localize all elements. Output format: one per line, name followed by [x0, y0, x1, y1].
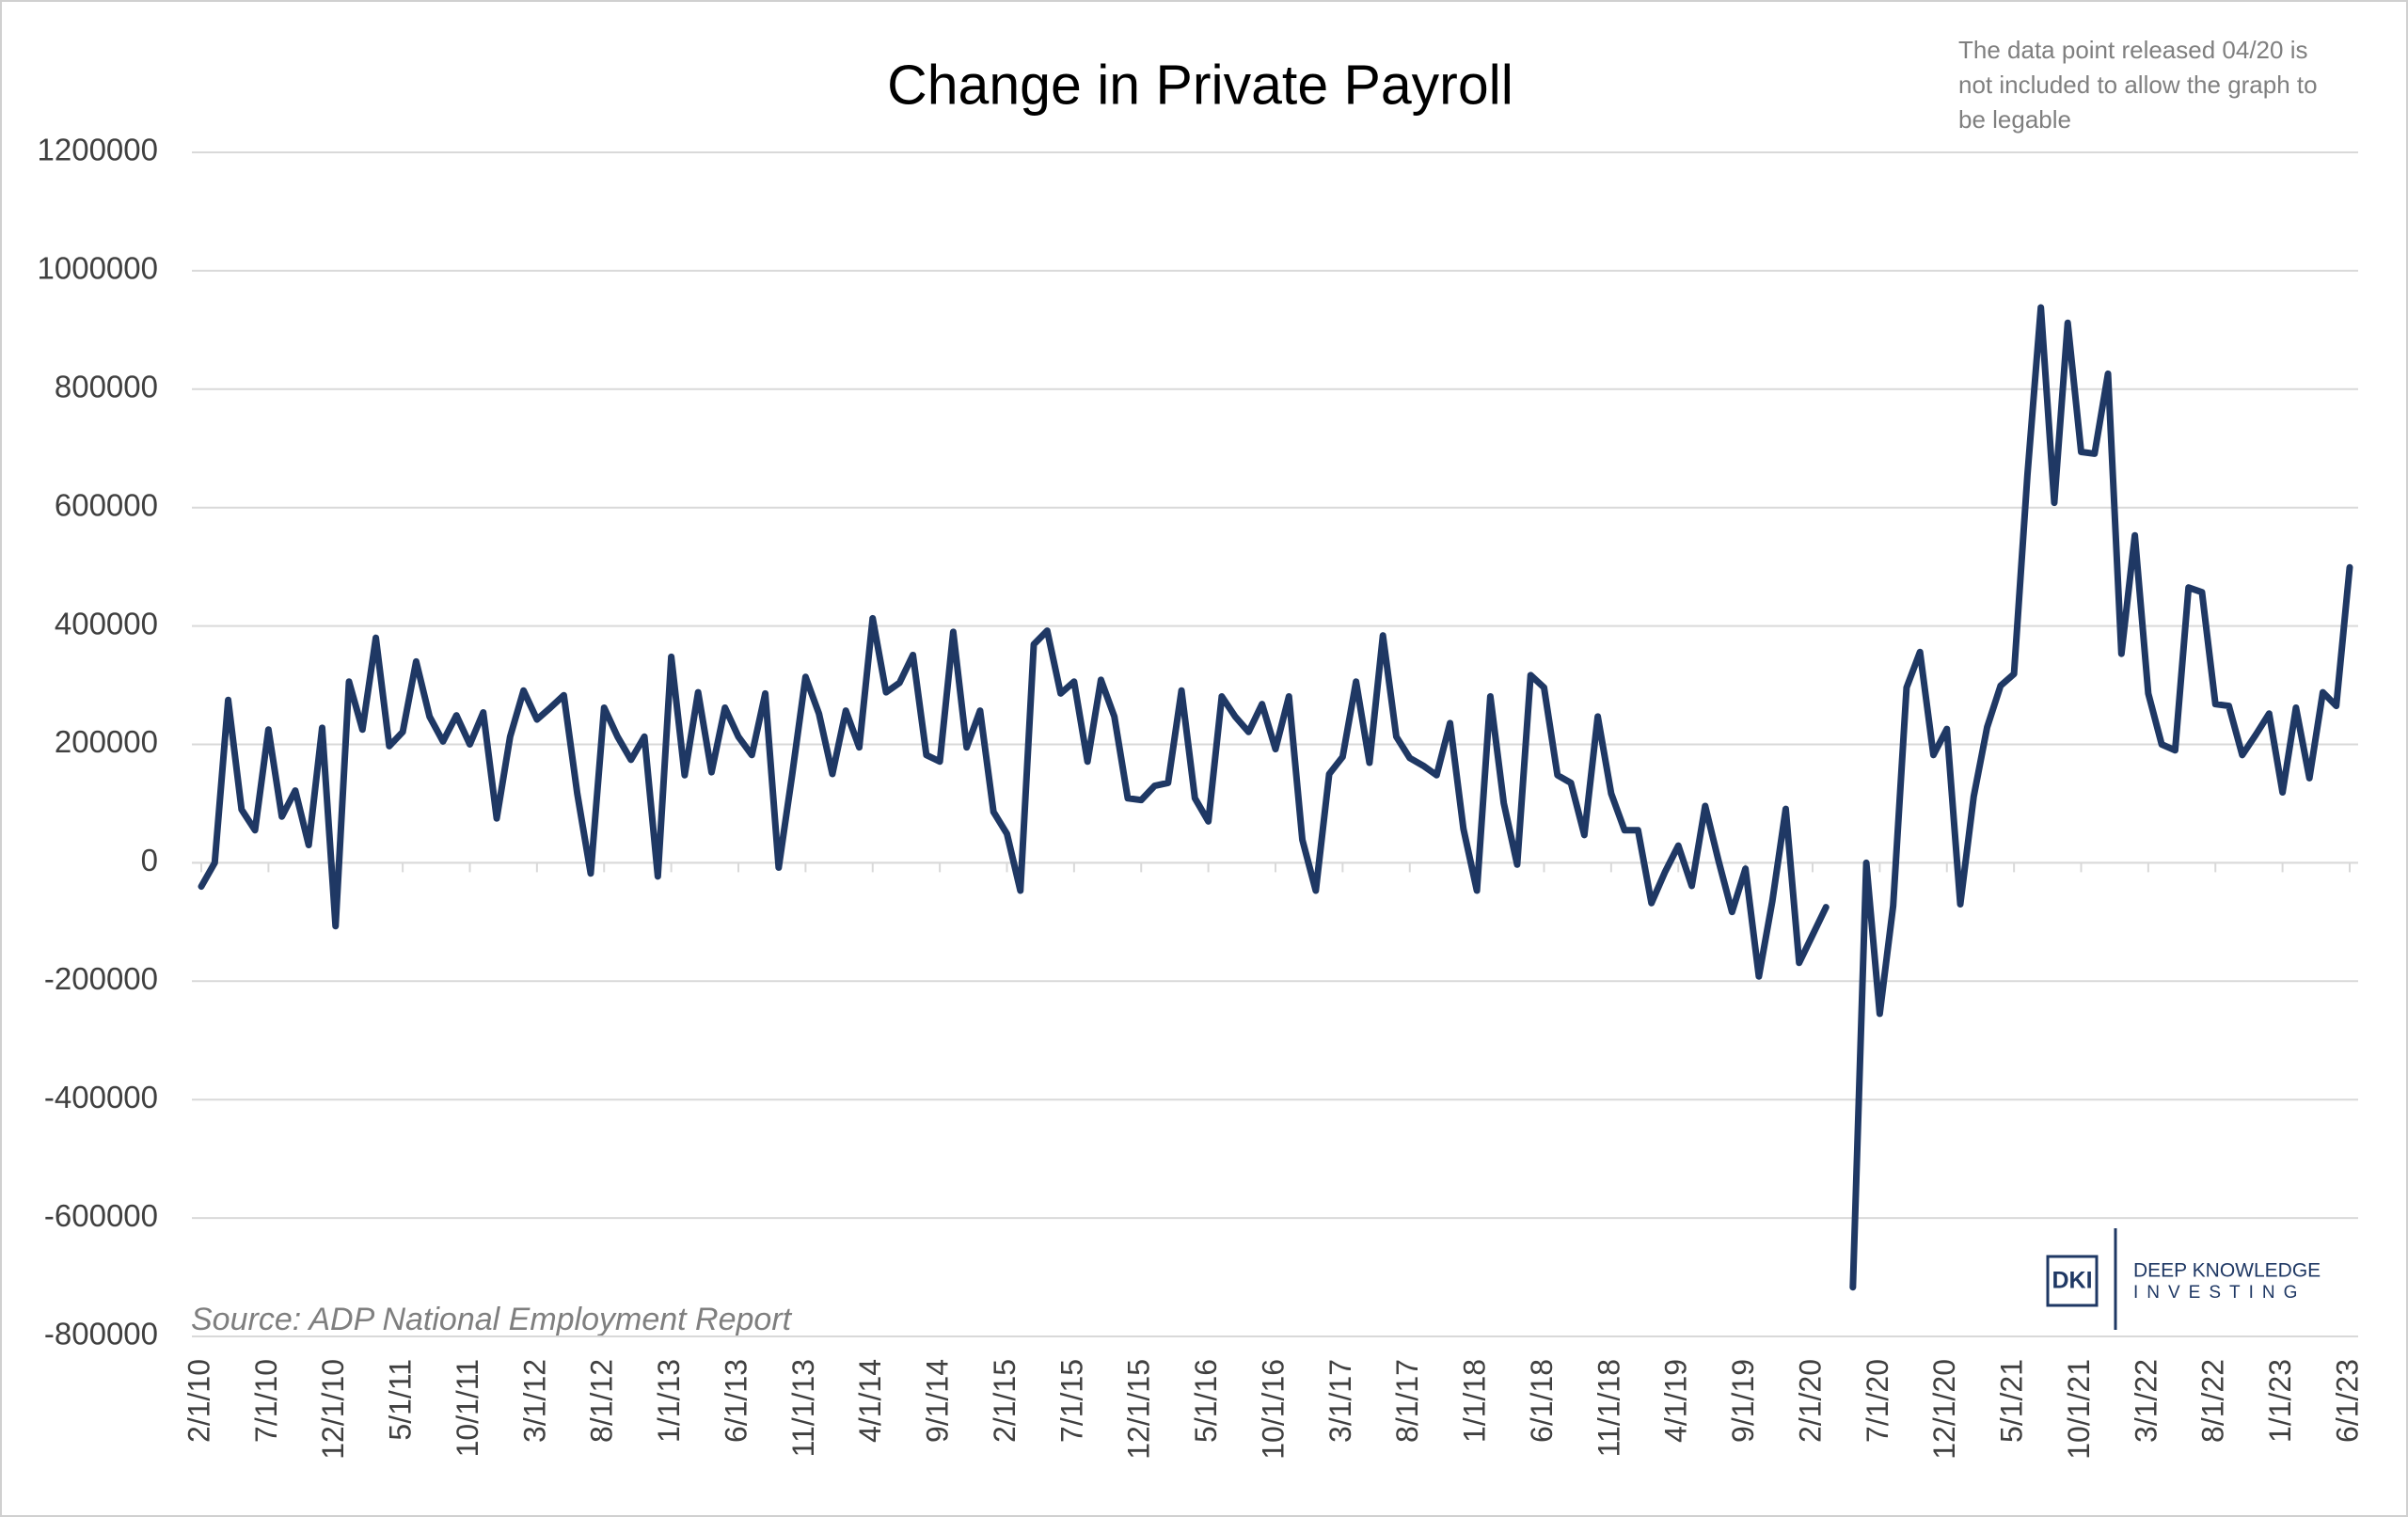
x-tick-label: 6/1/18: [1525, 1359, 1559, 1443]
x-tick-label: 12/1/10: [316, 1359, 350, 1460]
x-tick-label: 5/1/16: [1189, 1359, 1223, 1443]
x-tick-label: 1/1/13: [652, 1359, 686, 1443]
x-tick-label: 9/1/19: [1726, 1359, 1760, 1443]
annotation-line: be legable: [1958, 105, 2071, 134]
y-tick-label: 0: [141, 843, 158, 877]
x-tick-label: 8/1/12: [585, 1359, 619, 1443]
x-tick-label: 7/1/15: [1054, 1359, 1088, 1443]
logo-box: [2046, 1255, 2099, 1307]
x-tick-label: 5/1/21: [1995, 1359, 2029, 1443]
y-tick-label: 1000000: [38, 251, 158, 286]
x-tick-label: 10/1/11: [451, 1359, 484, 1457]
y-tick-label: 800000: [55, 370, 158, 404]
y-tick-label: 400000: [55, 606, 158, 640]
x-tick-label: 11/1/18: [1592, 1359, 1625, 1457]
x-tick-label: 5/1/11: [384, 1359, 418, 1441]
y-tick-label: 1200000: [38, 133, 158, 167]
x-tick-label: 2/1/10: [182, 1359, 215, 1443]
logo-tagline: INVESTING: [2133, 1283, 2305, 1303]
x-tick-label: 6/1/23: [2330, 1359, 2364, 1443]
annotation-line: The data point released 04/20 is: [1958, 36, 2307, 64]
x-tick-label: 3/1/22: [2129, 1359, 2162, 1443]
x-tick-label: 12/1/20: [1927, 1359, 1961, 1460]
annotation-line: not included to allow the graph to: [1958, 71, 2318, 99]
annotation: The data point released 04/20 is not inc…: [1958, 36, 2318, 134]
logo-name: DEEP KNOWLEDGE: [2133, 1260, 2321, 1282]
x-tick-label: 6/1/13: [719, 1359, 752, 1443]
x-tick-label: 10/1/21: [2062, 1359, 2096, 1460]
x-tick-label: 7/1/10: [249, 1359, 283, 1443]
x-tick-label: 8/1/17: [1390, 1359, 1424, 1443]
x-tick-label: 3/1/17: [1323, 1359, 1357, 1443]
x-tick-label: 2/1/15: [988, 1359, 1022, 1443]
data-line: [198, 304, 2353, 1291]
x-tick-label: 4/1/14: [853, 1359, 887, 1443]
x-tick-label: 3/1/12: [517, 1359, 551, 1443]
y-tick-label: -800000: [44, 1317, 158, 1351]
x-tick-label: 7/1/20: [1861, 1359, 1894, 1443]
y-tick-label: 200000: [55, 724, 158, 759]
x-tick-label: 8/1/22: [2196, 1359, 2230, 1443]
x-tick-label: 10/1/16: [1256, 1359, 1290, 1460]
x-tick-label: 2/1/20: [1793, 1359, 1827, 1443]
logo: DKI DEEP KNOWLEDGE INVESTING: [2046, 1228, 2321, 1330]
x-tick-label: 9/1/14: [921, 1359, 955, 1443]
y-tick-label: 600000: [55, 487, 158, 522]
y-tick-label: -200000: [44, 961, 158, 996]
x-tick-label: 4/1/19: [1659, 1359, 1693, 1443]
x-tick-label: 1/1/23: [2263, 1359, 2297, 1443]
y-tick-label: -400000: [44, 1080, 158, 1114]
source-note: Source: ADP National Employment Report: [191, 1302, 793, 1337]
x-tick-label: 1/1/18: [1458, 1359, 1492, 1443]
x-tick-label: 11/1/13: [786, 1359, 820, 1457]
logo-mark: DKI: [2052, 1268, 2092, 1294]
x-tick-label: 12/1/15: [1122, 1359, 1156, 1460]
chart-title: Change in Private Payroll: [887, 55, 1513, 117]
y-tick-label: -600000: [44, 1198, 158, 1233]
